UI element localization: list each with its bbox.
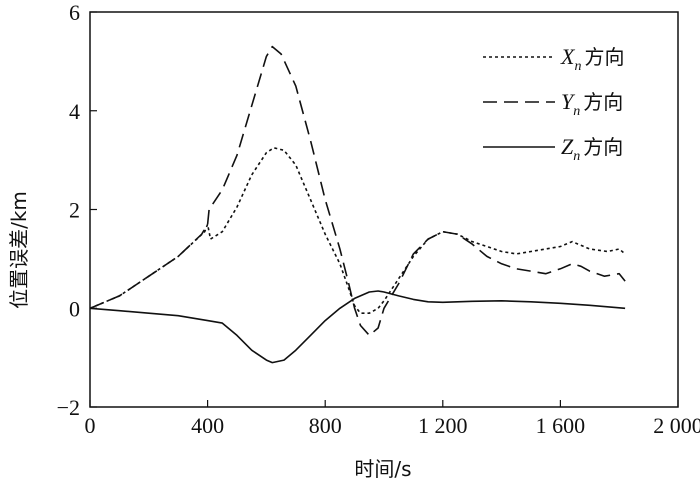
legend-label: Yn 方向: [561, 89, 623, 119]
x-tick-label: 800: [309, 413, 342, 438]
series-line-zn: [89, 290, 626, 364]
legend-label: Xn 方向: [560, 44, 624, 74]
plot-frame: [89, 11, 679, 408]
series-line-xn: [89, 147, 626, 314]
legend: Xn 方向 Yn 方向 Zn 方向: [483, 44, 624, 164]
y-tick-label: 4: [69, 99, 80, 124]
series-layer: [89, 45, 626, 364]
legend-label: Zn 方向: [561, 134, 623, 164]
y-tick-label: −2: [57, 395, 80, 420]
x-tick-label: 2 000: [653, 413, 700, 438]
x-tick-label: 1 600: [536, 413, 586, 438]
y-tick-label: 0: [69, 296, 80, 321]
x-tick-label: 400: [191, 413, 224, 438]
series-line-yn: [89, 45, 626, 337]
x-tick-label: 1 200: [418, 413, 468, 438]
y-tick-label: 6: [69, 0, 80, 25]
x-tick-label: 0: [85, 413, 96, 438]
y-axis-title: 位置误差/km: [7, 191, 31, 309]
y-tick-label: 2: [69, 198, 80, 223]
x-axis-title: 时间/s: [354, 457, 411, 481]
